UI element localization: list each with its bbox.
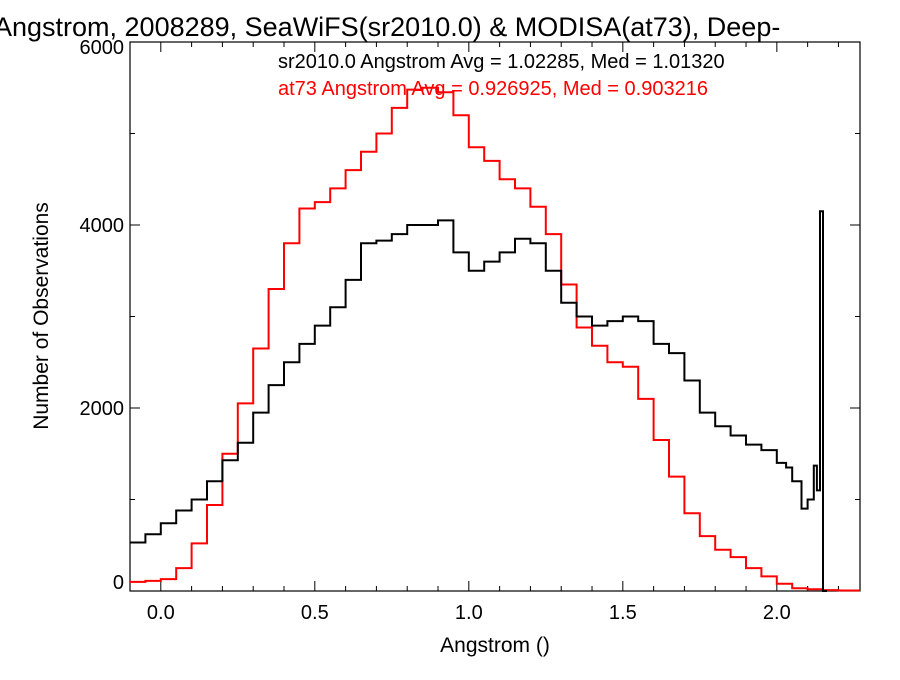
x-axis-ticks: 0.0 0.5 1.0 1.5 2.0 bbox=[129, 42, 839, 624]
series-line-at73 bbox=[130, 86, 860, 592]
series-line-sr2010.0 bbox=[130, 210, 827, 592]
y-tick-label: 2000 bbox=[80, 398, 125, 420]
y-axis-label: Number of Observations bbox=[30, 202, 53, 430]
x-tick-label: 1.0 bbox=[455, 602, 483, 624]
x-axis-label: Angstrom () bbox=[440, 634, 550, 657]
y-axis-ticks: 0 2000 4000 6000 bbox=[80, 37, 860, 594]
legend-annotation-at73: at73 Angstrom Avg = 0.926925, Med = 0.90… bbox=[278, 78, 708, 100]
series-group bbox=[130, 86, 860, 592]
x-tick-label: 2.0 bbox=[763, 602, 791, 624]
x-tick-label: 0.0 bbox=[147, 602, 175, 624]
legend-annotation-sr2010: sr2010.0 Angstrom Avg = 1.02285, Med = 1… bbox=[278, 51, 725, 73]
x-tick-label: 0.5 bbox=[301, 602, 329, 624]
y-tick-label: 4000 bbox=[80, 215, 125, 237]
plot-frame bbox=[129, 41, 861, 592]
y-tick-label: 0 bbox=[113, 572, 124, 594]
x-tick-label: 1.5 bbox=[609, 602, 637, 624]
y-tick-label: 6000 bbox=[80, 37, 125, 59]
chart-title: Angstrom, 2008289, SeaWiFS(sr2010.0) & M… bbox=[0, 12, 780, 42]
